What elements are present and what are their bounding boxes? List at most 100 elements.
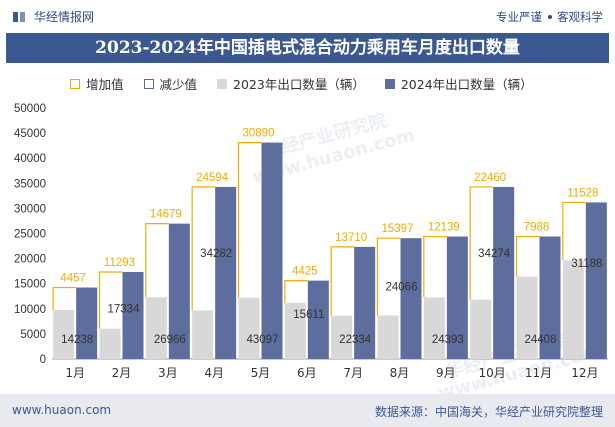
increase-label: 14679	[150, 209, 182, 221]
bar-2023	[53, 309, 75, 359]
increase-bracket	[98, 271, 123, 329]
increase-bracket	[191, 186, 216, 311]
legend-item-2023[interactable]: 2023年出口数量（辆）	[217, 74, 365, 93]
value-label-2024: 24066	[386, 281, 418, 293]
bar-2023	[284, 302, 306, 359]
bar-2023	[377, 315, 399, 359]
slogan-right: 客观科学	[557, 10, 603, 24]
increase-label: 4457	[60, 273, 86, 285]
footer: www.huaon.com 数据来源：中国海关，华经产业研究院整理	[0, 394, 615, 427]
bar-2023	[516, 276, 538, 359]
y-tick-label: 25000	[14, 229, 46, 241]
chart-title: 2023-2024年中国插电式混合动力乘用车月度出口数量	[6, 33, 609, 63]
x-tick-label: 11月	[525, 366, 552, 380]
x-tick-label: 1月	[65, 366, 85, 380]
increase-label: 15397	[382, 223, 414, 235]
bar-2024	[354, 246, 376, 359]
brand[interactable]: 华经情报网	[12, 8, 94, 25]
slogan: 专业严谨 客观科学	[496, 9, 603, 25]
value-label-2024: 24393	[432, 334, 464, 346]
value-label-2024: 15611	[293, 309, 324, 321]
y-tick-label: 20000	[14, 254, 46, 266]
increase-label: 11293	[104, 257, 135, 269]
bar-2024	[122, 271, 144, 359]
bar-2024	[261, 142, 283, 359]
legend-swatch-increase	[70, 78, 80, 89]
x-tick-label: 10月	[479, 366, 506, 380]
increase-label: 13710	[335, 232, 367, 244]
y-tick-label: 35000	[14, 178, 46, 190]
chart-legend: 增加值 减少值 2023年出口数量（辆） 2024年出口数量（辆）	[70, 74, 553, 93]
footer-source: 数据来源：中国海关，华经产业研究院整理	[374, 405, 603, 419]
brand-name: 华经情报网	[34, 10, 95, 24]
increase-bracket	[515, 235, 540, 277]
value-label-2024: 17334	[108, 303, 141, 315]
value-label-2024: 26966	[154, 334, 186, 346]
value-label-2024: 24408	[525, 334, 557, 346]
y-tick-label: 45000	[14, 128, 46, 140]
value-label-2024: 14238	[61, 334, 93, 346]
y-tick-label: 0	[40, 354, 46, 366]
x-tick-label: 2月	[112, 366, 132, 380]
increase-label: 7988	[524, 221, 550, 233]
y-tick-label: 5000	[20, 329, 46, 341]
x-tick-label: 3月	[158, 366, 178, 380]
x-tick-label: 8月	[390, 366, 410, 380]
value-label-2024: 34282	[200, 248, 232, 260]
brand-logo-icon	[13, 11, 25, 22]
legend-label-decrease: 减少值	[159, 77, 198, 92]
increase-bracket	[376, 237, 401, 316]
y-tick-label: 10000	[14, 304, 46, 316]
increase-bracket	[145, 223, 169, 298]
y-tick-label: 30000	[14, 203, 46, 215]
increase-bracket	[330, 246, 355, 316]
legend-swatch-decrease	[143, 78, 154, 89]
x-tick-label: 9月	[436, 366, 456, 380]
increase-bracket	[423, 235, 447, 298]
y-tick-label: 40000	[14, 153, 46, 165]
increase-label: 24594	[196, 172, 229, 184]
increase-label: 11528	[567, 187, 598, 199]
bar-2024	[168, 223, 190, 359]
bar-2024	[493, 186, 515, 359]
bar-2024	[539, 236, 561, 359]
slogan-left: 专业严谨	[496, 10, 542, 24]
footer-site-link[interactable]: www.huaon.com	[12, 403, 112, 417]
value-label-2024: 34274	[478, 248, 511, 260]
y-tick-label: 15000	[14, 279, 46, 291]
x-tick-label: 4月	[204, 366, 224, 380]
bar-2024	[215, 186, 237, 359]
bar-2023	[238, 297, 260, 359]
bar-2024	[585, 202, 607, 359]
bar-2023	[562, 260, 584, 359]
dot-icon	[548, 14, 552, 19]
increase-bracket	[237, 142, 262, 298]
increase-label: 4425	[292, 266, 318, 278]
x-tick-label: 5月	[251, 366, 271, 380]
increase-bracket	[52, 286, 77, 310]
legend-label-2023: 2023年出口数量（辆）	[233, 77, 365, 92]
bar-2023	[99, 328, 121, 359]
value-label-2024: 31188	[571, 258, 602, 270]
bar-2023	[331, 315, 353, 359]
value-label-2024: 43097	[247, 334, 279, 346]
y-tick-label: 50000	[14, 103, 46, 115]
increase-label: 12139	[428, 222, 460, 234]
bar-2024	[76, 287, 98, 359]
bar-chart: 0 5000 10000 15000 20000 25000 30000 35000 40000…	[14, 103, 608, 380]
increase-label: 22460	[474, 172, 506, 184]
legend-item-decrease[interactable]: 减少值	[143, 74, 198, 93]
increase-bracket	[284, 280, 308, 303]
bar-2024	[400, 238, 422, 359]
value-label-2024: 22334	[339, 334, 372, 346]
bar-2023	[470, 299, 492, 359]
x-tick-label: 12月	[571, 366, 598, 380]
bar-2024	[307, 280, 329, 359]
legend-swatch-2023	[217, 78, 228, 89]
x-tick-label: 6月	[297, 366, 317, 380]
increase-bracket	[562, 201, 586, 261]
legend-item-2024[interactable]: 2024年出口数量（辆）	[384, 74, 533, 93]
bar-2023	[423, 297, 445, 359]
legend-item-increase[interactable]: 增加值	[70, 74, 124, 93]
legend-label-2024: 2024年出口数量（辆）	[400, 77, 533, 92]
